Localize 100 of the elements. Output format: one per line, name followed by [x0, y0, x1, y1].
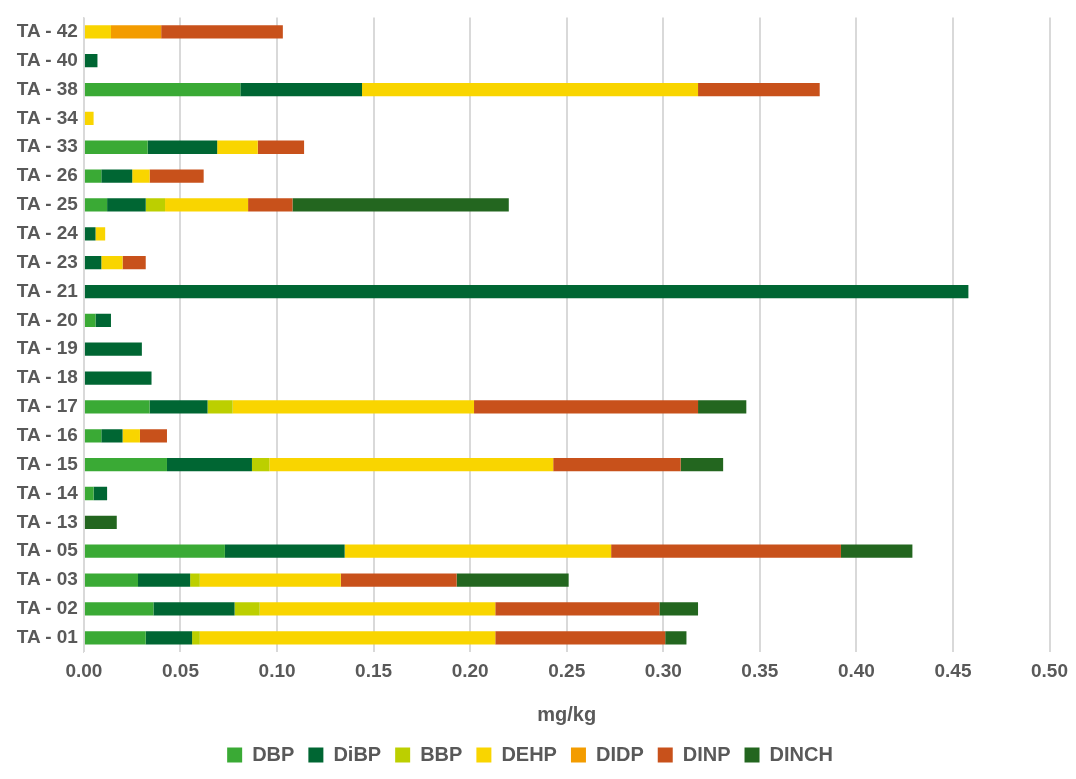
bar — [101, 429, 123, 443]
bar — [84, 515, 117, 529]
bar — [147, 140, 218, 154]
bar — [190, 573, 200, 587]
bar — [138, 573, 191, 587]
y-tick-label: TA - 33 — [16, 135, 78, 157]
y-tick-label: TA - 38 — [16, 77, 78, 99]
bar — [84, 313, 96, 328]
bar — [84, 82, 241, 97]
legend-label: DINCH — [769, 742, 833, 765]
bar — [153, 602, 235, 616]
bar — [110, 25, 162, 39]
bar — [84, 198, 108, 212]
y-tick-label: TA - 34 — [16, 106, 79, 128]
y-tick-label: TA - 40 — [16, 48, 78, 70]
bar — [199, 631, 496, 645]
y-tick-label: TA - 19 — [16, 337, 78, 359]
bar — [84, 256, 102, 270]
x-tick-label: 0.30 — [644, 659, 682, 681]
y-tick-label: TA - 24 — [16, 222, 79, 244]
bar — [248, 198, 293, 212]
bar — [84, 573, 139, 587]
bar — [495, 602, 660, 616]
bar — [84, 227, 96, 241]
bar — [698, 82, 820, 97]
bar — [122, 256, 146, 270]
legend-label: DINP — [682, 742, 731, 765]
x-tick-label: 0.20 — [451, 659, 489, 681]
bar — [234, 602, 260, 616]
bar — [84, 400, 150, 414]
bar — [292, 198, 509, 212]
bar — [199, 573, 341, 587]
bar — [84, 25, 111, 39]
bar — [101, 256, 123, 270]
x-tick-label: 0.00 — [65, 659, 103, 681]
bar — [665, 631, 687, 645]
bar — [161, 25, 283, 39]
bar — [224, 544, 345, 558]
y-tick-label: TA - 18 — [16, 366, 78, 388]
bar — [207, 400, 233, 414]
bar — [362, 82, 699, 97]
bar — [84, 54, 98, 68]
bar — [149, 169, 204, 183]
x-tick-label: 0.50 — [1031, 659, 1068, 681]
bar — [269, 458, 554, 472]
bar — [145, 198, 166, 212]
bar — [166, 458, 252, 472]
bar — [659, 602, 699, 616]
bar — [456, 573, 569, 587]
bar — [232, 400, 475, 414]
x-tick-label: 0.10 — [258, 659, 296, 681]
bar — [84, 486, 94, 501]
y-tick-label: TA - 01 — [16, 626, 79, 648]
y-tick-label: TA - 17 — [16, 395, 78, 417]
bar — [84, 631, 146, 645]
bar — [84, 544, 225, 558]
bar — [84, 429, 102, 443]
bar — [840, 544, 913, 558]
x-tick-label: 0.40 — [837, 659, 875, 681]
y-tick-label: TA - 23 — [16, 250, 78, 272]
bar — [145, 631, 193, 645]
bar — [84, 602, 154, 616]
bar — [84, 284, 969, 299]
bar — [93, 486, 108, 501]
bar — [257, 140, 305, 154]
y-tick-label: TA - 05 — [16, 539, 79, 561]
bar — [95, 313, 111, 328]
x-tick-label: 0.05 — [162, 659, 200, 681]
bar — [553, 458, 681, 472]
bar — [474, 400, 699, 414]
bar — [84, 140, 148, 154]
y-tick-label: TA - 02 — [16, 597, 78, 619]
bar — [95, 227, 106, 241]
y-tick-label: TA - 26 — [16, 164, 78, 186]
bar — [165, 198, 249, 212]
bar — [84, 111, 94, 126]
bar — [84, 371, 152, 385]
bar — [698, 400, 747, 414]
bar — [122, 429, 140, 443]
bar — [495, 631, 666, 645]
y-tick-label: TA - 16 — [16, 424, 78, 446]
x-tick-label: 0.45 — [934, 659, 972, 681]
y-tick-label: TA - 15 — [16, 452, 79, 474]
y-tick-label: TA - 14 — [16, 481, 79, 503]
y-tick-label: TA - 25 — [16, 193, 79, 215]
bar — [611, 544, 841, 558]
legend-label: DIDP — [595, 742, 644, 765]
bar — [149, 400, 208, 414]
bar — [84, 169, 102, 183]
x-axis-title: mg/kg — [537, 702, 597, 725]
bar — [84, 458, 167, 472]
legend-label: DBP — [252, 742, 295, 765]
y-tick-label: TA - 20 — [16, 308, 78, 330]
bar — [240, 82, 363, 97]
bar — [132, 169, 150, 183]
x-tick-label: 0.35 — [741, 659, 779, 681]
bar — [259, 602, 496, 616]
bar — [217, 140, 258, 154]
bar — [107, 198, 146, 212]
y-tick-label: TA - 13 — [16, 510, 78, 532]
